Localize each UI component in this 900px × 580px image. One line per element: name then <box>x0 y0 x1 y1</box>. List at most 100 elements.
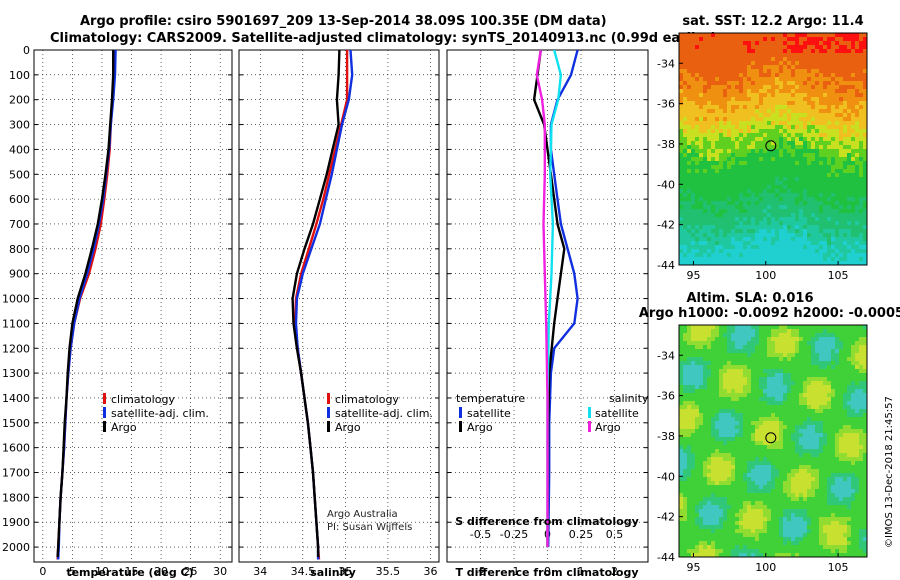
map-cell <box>823 73 828 78</box>
map-cell <box>695 457 700 462</box>
map-cell <box>707 101 712 106</box>
map-cell <box>863 173 868 178</box>
map-cell <box>739 109 744 114</box>
map-cell <box>683 145 688 150</box>
map-cell <box>775 461 780 466</box>
map-cell <box>751 153 756 158</box>
map-cell <box>803 93 808 98</box>
map-cell <box>751 181 756 186</box>
map-cell <box>847 209 852 214</box>
map-cell <box>843 329 848 334</box>
map-cell <box>795 257 800 262</box>
map-cell <box>831 209 836 214</box>
map-cell <box>831 89 836 94</box>
map-cell <box>695 125 700 130</box>
map-cell <box>811 221 816 226</box>
map-cell <box>719 69 724 74</box>
map-cell <box>683 417 688 422</box>
map-cell <box>751 397 756 402</box>
map-cell <box>755 89 760 94</box>
map-cell <box>719 121 724 126</box>
map-cell <box>847 433 852 438</box>
map-cell <box>703 133 708 138</box>
map-cell <box>827 121 832 126</box>
map-cell <box>863 209 868 214</box>
map-cell <box>823 173 828 178</box>
map-cell <box>727 401 732 406</box>
map-cell <box>735 57 740 62</box>
map-cell <box>811 421 816 426</box>
map-cell <box>779 253 784 258</box>
map-x-tick-label: 100 <box>755 269 776 282</box>
map-cell <box>755 197 760 202</box>
map-cell <box>723 229 728 234</box>
map-cell <box>859 473 864 478</box>
map-cell <box>679 261 684 266</box>
map-cell <box>779 109 784 114</box>
map-cell <box>827 201 832 206</box>
map-cell <box>851 193 856 198</box>
map-cell <box>779 329 784 334</box>
map-cell <box>715 409 720 414</box>
map-cell <box>807 193 812 198</box>
map-cell <box>771 181 776 186</box>
map-cell <box>679 169 684 174</box>
map-cell <box>779 65 784 70</box>
map-cell <box>807 181 812 186</box>
map-cell <box>819 429 824 434</box>
map-cell <box>703 213 708 218</box>
map-cell <box>715 473 720 478</box>
map-cell <box>715 233 720 238</box>
map-cell <box>767 165 772 170</box>
map-cell <box>739 389 744 394</box>
map-cell <box>687 405 692 410</box>
map-cell <box>727 209 732 214</box>
map-cell <box>743 485 748 490</box>
map-cell <box>787 433 792 438</box>
map-cell <box>811 425 816 430</box>
map-cell <box>743 201 748 206</box>
map-cell <box>859 329 864 334</box>
map-cell <box>835 237 840 242</box>
map-cell <box>727 221 732 226</box>
map-cell <box>775 185 780 190</box>
map-cell <box>735 377 740 382</box>
map-cell <box>835 53 840 58</box>
map-cell <box>823 137 828 142</box>
map-cell <box>771 133 776 138</box>
map-cell <box>687 481 692 486</box>
map-cell <box>711 481 716 486</box>
map-cell <box>831 421 836 426</box>
map-cell <box>791 209 796 214</box>
map-cell <box>759 85 764 90</box>
map-cell <box>771 93 776 98</box>
map-cell <box>699 261 704 266</box>
map-cell <box>703 65 708 70</box>
map-cell <box>839 69 844 74</box>
map-cell <box>759 153 764 158</box>
map-cell <box>851 141 856 146</box>
map-cell <box>739 69 744 74</box>
map-cell <box>795 393 800 398</box>
map-cell <box>759 445 764 450</box>
map-cell <box>711 193 716 198</box>
map-cell <box>699 401 704 406</box>
map-cell <box>683 189 688 194</box>
map-cell <box>707 185 712 190</box>
map-cell <box>747 485 752 490</box>
map-cell <box>683 421 688 426</box>
map-cell <box>691 489 696 494</box>
map-cell <box>771 389 776 394</box>
map-cell <box>743 457 748 462</box>
map-cell <box>815 129 820 134</box>
map-cell <box>763 397 768 402</box>
map-cell <box>679 197 684 202</box>
map-cell <box>695 405 700 410</box>
map-cell <box>707 41 712 46</box>
map-cell <box>751 225 756 230</box>
map-cell <box>743 261 748 266</box>
map-cell <box>759 185 764 190</box>
map-cell <box>727 153 732 158</box>
map-cell <box>779 433 784 438</box>
map-cell <box>807 421 812 426</box>
